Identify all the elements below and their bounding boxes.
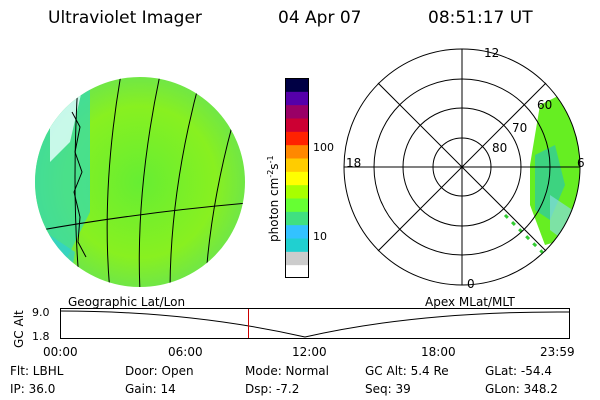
time-tick-0: 00:00 [43, 345, 78, 359]
app-title: Ultraviolet Imager [48, 8, 202, 28]
info-glat: GLat: -54.4 [485, 364, 552, 378]
info-seq: Seq: 39 [365, 382, 411, 396]
colorbar-segment [285, 158, 309, 172]
time-tick-2: 12:00 [292, 345, 327, 359]
colorbar-segment [285, 144, 309, 159]
colorbar-segment [285, 251, 309, 266]
colorbar-segment [285, 91, 309, 106]
colorbar-segment [285, 238, 309, 252]
colorbar-segment [285, 131, 309, 146]
colorbar-segment [285, 118, 309, 132]
colorbar-segment [285, 104, 309, 119]
mlt-18-label: 18 [346, 156, 362, 170]
mlat-70-label: 70 [512, 121, 528, 135]
time-tick-1: 06:00 [168, 345, 203, 359]
info-ip: IP: 36.0 [10, 382, 56, 396]
mlt-0-label: 0 [467, 277, 475, 291]
mlt-12-label: 12 [484, 46, 500, 60]
info-flt: Flt: LBHL [10, 364, 64, 378]
info-gain: Gain: 14 [125, 382, 176, 396]
info-gc-alt: GC Alt: 5.4 Re [365, 364, 449, 378]
colorbar-segment [285, 78, 309, 92]
time-tick-4: 23:59 [540, 345, 575, 359]
mlat-80-label: 80 [492, 141, 508, 155]
colorbar-segment [285, 198, 309, 212]
mlat-60-label: 60 [537, 98, 553, 112]
polar-plot [343, 48, 581, 286]
colorbar-tick-10: 10 [313, 230, 327, 243]
earth-image [35, 77, 245, 287]
time-tick-3: 18:00 [421, 345, 456, 359]
gc-alt-axis-label: GC Alt [12, 310, 26, 348]
time-label: 08:51:17 UT [428, 8, 533, 28]
left-panel-label: Geographic Lat/Lon [68, 295, 186, 309]
colorbar-segment [285, 171, 309, 186]
alt-ytick-bottom: 1.8 [32, 330, 50, 343]
colorbar [285, 78, 309, 278]
colorbar-segment [285, 184, 309, 199]
colorbar-segment [285, 264, 309, 278]
date-label: 04 Apr 07 [278, 8, 362, 28]
colorbar-unit: photon cm-2s-1 [266, 155, 281, 242]
mlt-6-label: 6 [577, 156, 585, 170]
info-mode: Mode: Normal [245, 364, 329, 378]
colorbar-tick-100: 100 [313, 141, 334, 154]
info-dsp: Dsp: -7.2 [245, 382, 300, 396]
colorbar-segment [285, 224, 309, 239]
alt-ytick-top: 9.0 [32, 306, 50, 319]
colorbar-segment [285, 211, 309, 226]
info-glon: GLon: 348.2 [485, 382, 558, 396]
polar-panel-label: Apex MLat/MLT [425, 295, 515, 309]
info-door: Door: Open [125, 364, 194, 378]
altitude-plot [60, 308, 570, 339]
